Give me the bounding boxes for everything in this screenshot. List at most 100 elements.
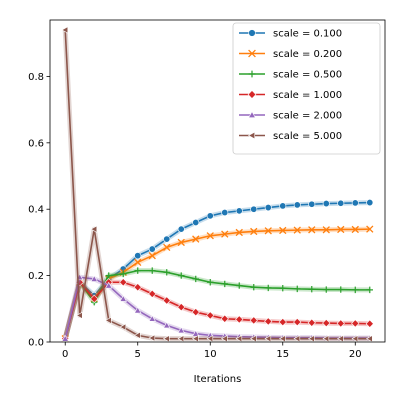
data-point-1-11 <box>221 230 229 238</box>
data-point-5-11 <box>220 334 228 343</box>
data-point-1-19 <box>337 225 345 234</box>
data-point-0-5 <box>134 252 142 260</box>
x-axis-label: Iterations <box>194 374 242 385</box>
series-line-3 <box>64 281 370 339</box>
legend-marker-4 <box>248 110 256 119</box>
data-point-5-19 <box>336 334 344 343</box>
data-point-0-14 <box>264 204 272 212</box>
data-point-3-10 <box>206 311 215 320</box>
x-tick-label-0: 0 <box>62 349 68 360</box>
data-point-1-12 <box>235 228 243 237</box>
data-point-5-20 <box>351 334 359 343</box>
data-point-5-9 <box>191 334 199 343</box>
data-point-2-16 <box>294 285 301 293</box>
data-point-2-20 <box>352 286 359 294</box>
data-point-0-11 <box>221 209 229 217</box>
x-tick-label-4: 20 <box>349 349 362 360</box>
plot-area <box>61 26 374 343</box>
data-point-3-20 <box>351 319 360 328</box>
data-point-5-15 <box>278 334 286 343</box>
data-point-3-21 <box>365 319 374 328</box>
y-tick-label-1: 0.2 <box>28 271 44 282</box>
legend-box <box>232 22 381 155</box>
legend-marker-0 <box>248 29 256 37</box>
data-point-2-4 <box>120 270 127 278</box>
data-point-5-5 <box>133 331 141 340</box>
data-point-1-7 <box>163 243 171 252</box>
data-point-2-6 <box>149 267 156 274</box>
data-point-1-9 <box>192 235 200 243</box>
data-point-1-21 <box>366 225 374 233</box>
legend-marker-2 <box>248 70 256 78</box>
y-tick-label-0: 0.0 <box>28 338 44 349</box>
data-point-2-17 <box>308 286 315 293</box>
series-line-1 <box>64 228 370 339</box>
data-point-2-15 <box>279 285 286 292</box>
data-point-0-7 <box>163 235 171 243</box>
data-point-5-10 <box>206 334 214 343</box>
x-tick-label-3: 15 <box>276 349 289 360</box>
axes-frame <box>49 19 386 343</box>
data-point-2-7 <box>163 269 170 276</box>
data-point-5-14 <box>264 334 272 343</box>
data-point-1-5 <box>134 258 142 266</box>
legend-item-1: scale = 0.200 <box>239 49 342 60</box>
legend-label-0: scale = 0.100 <box>273 29 342 40</box>
x-tick-label-1: 5 <box>135 349 141 360</box>
data-point-0-19 <box>337 199 345 207</box>
x-tick-label-2: 10 <box>204 349 217 360</box>
data-point-3-12 <box>235 315 244 324</box>
legend-item-4: scale = 2.000 <box>239 111 342 122</box>
legend-item-3: scale = 1.000 <box>239 90 342 101</box>
series-line-5 <box>64 29 370 340</box>
legend-item-5: scale = 5.000 <box>239 131 342 142</box>
data-point-3-16 <box>293 317 302 327</box>
data-point-2-11 <box>221 280 228 288</box>
legend-marker-1 <box>248 49 256 58</box>
data-point-0-10 <box>206 212 214 220</box>
data-point-3-19 <box>336 319 345 328</box>
data-point-2-13 <box>250 284 257 291</box>
data-point-3-5 <box>133 283 142 292</box>
legend-marker-3 <box>247 90 257 99</box>
legend-label-5: scale = 5.000 <box>273 131 342 142</box>
data-point-2-8 <box>178 272 185 279</box>
data-point-5-3 <box>104 316 112 325</box>
data-point-4-7 <box>163 321 171 329</box>
data-point-1-20 <box>351 225 359 234</box>
data-point-4-4 <box>119 295 127 302</box>
data-point-1-17 <box>308 226 316 234</box>
data-point-3-4 <box>119 278 128 287</box>
legend-marker-5 <box>247 131 256 140</box>
data-point-0-15 <box>279 202 287 210</box>
data-point-5-2 <box>90 225 98 233</box>
data-point-4-2 <box>90 275 98 282</box>
data-point-1-6 <box>148 252 156 260</box>
data-point-2-14 <box>265 284 272 292</box>
data-point-0-9 <box>192 218 200 226</box>
data-point-3-17 <box>307 318 316 327</box>
data-point-3-15 <box>278 317 287 327</box>
data-point-3-13 <box>249 316 258 325</box>
data-point-3-9 <box>191 308 200 317</box>
legend-label-3: scale = 1.000 <box>273 90 342 101</box>
data-point-2-21 <box>366 286 373 294</box>
data-point-5-4 <box>119 323 127 331</box>
legend-item-0: scale = 0.100 <box>239 29 342 40</box>
data-point-0-21 <box>366 199 374 207</box>
data-point-5-17 <box>307 334 315 343</box>
data-point-0-12 <box>235 207 243 215</box>
legend: scale = 0.100 scale = 0.200 scale = 0.500 s… <box>232 22 381 155</box>
data-point-5-8 <box>177 334 185 343</box>
data-point-5-1 <box>75 311 83 320</box>
data-point-4-9 <box>192 329 200 337</box>
data-point-2-19 <box>337 286 344 293</box>
data-point-3-14 <box>264 317 273 326</box>
y-tick-label-3: 0.6 <box>28 138 44 149</box>
data-point-2-18 <box>323 286 330 293</box>
data-point-3-18 <box>322 318 331 328</box>
data-point-1-8 <box>177 238 185 247</box>
data-point-1-10 <box>206 232 214 240</box>
